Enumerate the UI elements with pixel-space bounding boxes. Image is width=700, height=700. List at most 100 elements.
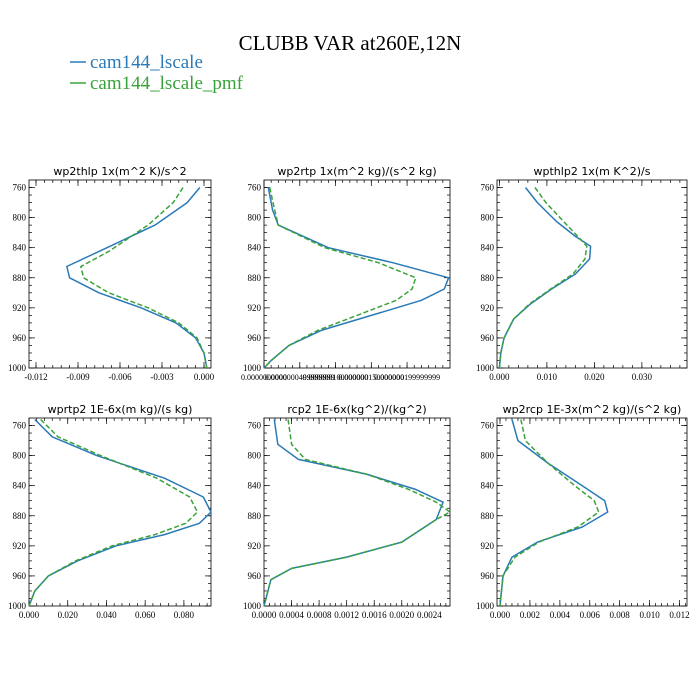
- y-tick-label: 880: [248, 273, 262, 283]
- y-tick-label: 960: [481, 333, 495, 343]
- series-line-lscale: [263, 187, 450, 369]
- series-line-lscale-pmf: [499, 419, 600, 607]
- x-tick-label: 0.0004: [279, 610, 304, 620]
- y-tick-label: 960: [13, 333, 27, 343]
- x-tick-label: 0.004: [550, 610, 571, 620]
- x-tick-label: 0.000: [490, 610, 511, 620]
- y-tick-label: 800: [248, 451, 262, 461]
- x-tick-label: 0.010: [537, 372, 558, 382]
- x-tick-label: -0.009: [66, 372, 90, 382]
- y-tick-label: 880: [481, 273, 495, 283]
- series-line-lscale-pmf: [498, 187, 588, 369]
- y-tick-label: 1000: [243, 601, 262, 611]
- y-tick-label: 800: [481, 451, 495, 461]
- y-tick-label: 800: [13, 451, 27, 461]
- y-tick-label: 880: [13, 511, 27, 521]
- y-tick-label: 760: [13, 183, 27, 193]
- y-tick-label: 920: [13, 541, 27, 551]
- panel-wpthlp2: wpthlp2 1x(m K^2)/s 760 800 840 880 920 960 100…: [476, 165, 688, 382]
- legend-label-lscale-pmf: cam144_lscale_pmf: [90, 73, 244, 94]
- y-tick-label: 920: [13, 303, 27, 313]
- x-tick-label: 0.000: [194, 372, 215, 382]
- series-line-lscale: [28, 418, 212, 607]
- x-tick-label: -0.012: [24, 372, 47, 382]
- series-line-lscale: [498, 187, 592, 369]
- y-tick-label: 920: [481, 303, 495, 313]
- y-tick-label: 760: [481, 421, 495, 431]
- y-tick-label: 1000: [8, 363, 27, 373]
- figure-title: CLUBB VAR at260E,12N: [239, 31, 462, 55]
- x-tick-label: 0.012: [669, 610, 689, 620]
- y-tick-label: 840: [248, 481, 262, 491]
- panel-title-rcp2: rcp2 1E-6x(kg^2)/(kg^2): [287, 403, 426, 416]
- series-line-lscale-pmf: [28, 418, 199, 607]
- panel-wp2rtp: wp2rtp 1x(m^2 kg)/(s^2 kg) 760 800 840 880 92…: [241, 165, 451, 382]
- x-tick-label: 0.0000000499999999: [265, 373, 335, 382]
- x-tick-label: 0.030: [632, 372, 653, 382]
- y-tick-label: 760: [13, 421, 27, 431]
- x-tick-label: 0.010: [639, 610, 660, 620]
- x-tick-label: 0.000000199999999: [374, 373, 440, 382]
- x-tick-label: 0.0000: [252, 610, 277, 620]
- y-tick-label: 840: [13, 243, 27, 253]
- panel-title-wp2rtp: wp2rtp 1x(m^2 kg)/(s^2 kg): [277, 165, 436, 178]
- panel-frame-wpthlp2: [496, 179, 688, 369]
- y-tick-label: 840: [481, 243, 495, 253]
- x-tick-label: 0.0008: [307, 610, 332, 620]
- panel-title-wprtp2: wprtp2 1E-6x(m kg)/(s kg): [48, 403, 193, 416]
- y-tick-label: 1000: [8, 601, 27, 611]
- y-tick-label: 1000: [243, 363, 262, 373]
- x-tick-label: 0.0020: [389, 610, 414, 620]
- y-tick-label: 920: [248, 541, 262, 551]
- legend-label-lscale: cam144_lscale: [90, 52, 203, 73]
- y-tick-label: 800: [248, 213, 262, 223]
- y-tick-label: 800: [481, 213, 495, 223]
- y-tick-label: 840: [481, 481, 495, 491]
- y-tick-label: 960: [13, 571, 27, 581]
- y-tick-label: 960: [248, 333, 262, 343]
- series-line-lscale: [499, 419, 609, 607]
- y-tick-label: 1000: [476, 601, 495, 611]
- x-tick-label: 0.0016: [362, 610, 387, 620]
- x-tick-label: 0.000000100000000: [303, 373, 369, 382]
- x-tick-label: -0.006: [108, 372, 132, 382]
- panel-wprtp2: wprtp2 1E-6x(m kg)/(s kg) 760 800 840 880 920…: [8, 403, 212, 620]
- panel-title-wp2rcp: wp2rcp 1E-3x(m^2 kg)/(s^2 kg): [503, 403, 682, 416]
- x-tick-label: -0.003: [150, 372, 174, 382]
- y-tick-label: 760: [248, 183, 262, 193]
- x-tick-label: 0.002: [520, 610, 540, 620]
- panel-title-wp2thlp: wp2thlp 1x(m^2 K)/s^2: [53, 165, 186, 178]
- x-tick-label: 0.0000000000: [241, 373, 287, 382]
- legend: cam144_lscale cam144_lscale_pmf: [70, 52, 244, 94]
- y-tick-label: 760: [248, 421, 262, 431]
- y-tick-label: 800: [13, 213, 27, 223]
- x-tick-label: 0.000: [19, 610, 40, 620]
- y-tick-label: 920: [481, 541, 495, 551]
- y-tick-label: 760: [481, 183, 495, 193]
- x-tick-label: 0.008: [610, 610, 631, 620]
- panel-rcp2: rcp2 1E-6x(kg^2)/(kg^2) 760 800 840 880 920 96…: [243, 403, 451, 620]
- x-tick-label: 0.060: [135, 610, 156, 620]
- panel-frame-rcp2: [263, 417, 451, 607]
- panel-frame-wp2rcp: [496, 417, 688, 607]
- x-tick-label: 0.080: [174, 610, 195, 620]
- x-tick-label: 0.0024: [417, 610, 442, 620]
- x-tick-label: 0.020: [58, 610, 79, 620]
- x-tick-label: 0.006: [580, 610, 601, 620]
- panel-frame-wp2thlp: [28, 179, 212, 369]
- x-tick-label: 0.000000150000000: [338, 373, 404, 382]
- y-tick-label: 960: [248, 571, 262, 581]
- x-tick-label: 0.020: [584, 372, 605, 382]
- y-tick-label: 840: [248, 243, 262, 253]
- panels: wp2thlp 1x(m^2 K)/s^2 760 800 840 880 920 960 1…: [8, 165, 690, 620]
- x-tick-label: 0.000: [489, 372, 510, 382]
- y-tick-label: 880: [13, 273, 27, 283]
- x-tick-label: 0.0012: [334, 610, 359, 620]
- y-tick-label: 920: [248, 303, 262, 313]
- series-line-lscale-pmf: [263, 187, 417, 369]
- panel-wp2rcp: wp2rcp 1E-3x(m^2 kg)/(s^2 kg) 760 800 840 88…: [476, 403, 690, 620]
- panel-wp2thlp: wp2thlp 1x(m^2 K)/s^2 760 800 840 880 920 960 1…: [8, 165, 215, 382]
- panel-frame-wp2rtp: [263, 179, 451, 369]
- series-line-lscale: [66, 187, 208, 369]
